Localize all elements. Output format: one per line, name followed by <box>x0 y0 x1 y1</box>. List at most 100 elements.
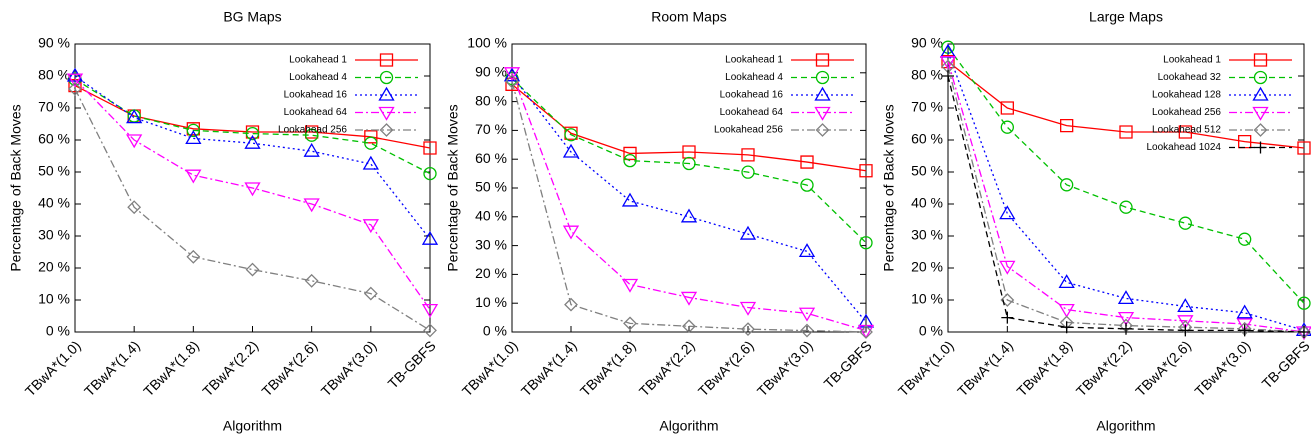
marker <box>800 178 814 192</box>
legend-label: Lookahead 512 <box>1152 125 1221 136</box>
marker <box>999 205 1016 220</box>
x-tick-label: TBwA*(2.6) <box>695 337 757 399</box>
y-tick-label: 50 % <box>911 163 943 179</box>
marker <box>503 67 521 82</box>
chart-title: Large Maps <box>1089 9 1163 25</box>
marker <box>1253 70 1268 85</box>
x-tick-label: TBwA*(1.8) <box>140 337 202 399</box>
y-tick-label: 30 % <box>911 227 943 243</box>
marker <box>623 316 637 331</box>
marker <box>1298 326 1310 338</box>
marker <box>1179 324 1192 337</box>
marker <box>66 73 84 88</box>
legend-label: Lookahead 1 <box>725 55 783 66</box>
legend-label: Lookahead 1024 <box>1146 142 1221 153</box>
marker <box>1297 296 1311 310</box>
marker <box>800 155 814 169</box>
marker <box>859 325 873 339</box>
x-axis-label: Algorithm <box>223 418 282 434</box>
x-tick-label: TBwA*(1.0) <box>22 337 84 399</box>
marker <box>421 303 439 318</box>
marker <box>126 109 143 124</box>
marker <box>814 86 831 101</box>
x-tick-label: TBwA*(1.0) <box>459 337 521 399</box>
series-line <box>74 78 431 310</box>
series-line <box>511 83 867 172</box>
y-tick-label: 40 % <box>475 208 507 224</box>
marker <box>1178 125 1192 139</box>
y-tick-label: 0 % <box>46 323 70 339</box>
y-tick-label: 10 % <box>475 294 507 310</box>
marker <box>857 313 875 328</box>
marker <box>562 143 580 158</box>
series-line <box>511 78 867 244</box>
marker <box>942 70 954 82</box>
legend-label: Lookahead 256 <box>278 125 347 136</box>
y-tick-label: 30 % <box>38 227 70 243</box>
marker <box>364 136 378 150</box>
marker <box>68 78 82 93</box>
y-tick-label: 0 % <box>919 323 943 339</box>
series-line <box>511 72 867 332</box>
y-tick-label: 60 % <box>475 150 507 166</box>
marker <box>421 230 439 245</box>
marker <box>186 123 200 138</box>
marker <box>379 53 394 67</box>
y-tick-label: 70 % <box>38 99 70 115</box>
y-tick-label: 20 % <box>38 259 70 275</box>
marker <box>741 322 755 337</box>
marker <box>680 208 698 223</box>
chart-title: Room Maps <box>651 9 726 25</box>
marker <box>1060 118 1074 133</box>
marker <box>1236 304 1253 319</box>
y-tick-label: 30 % <box>475 236 507 252</box>
marker <box>1253 53 1268 67</box>
x-tick-label: TBwA*(1.0) <box>895 337 957 399</box>
y-tick-label: 0 % <box>483 323 507 339</box>
marker <box>1000 120 1014 134</box>
series-line <box>511 75 867 323</box>
marker <box>1178 216 1192 230</box>
marker <box>126 134 143 149</box>
marker <box>1120 322 1132 335</box>
y-axis-label: Percentage of Back Moves <box>8 104 24 271</box>
marker <box>1252 106 1269 121</box>
marker <box>621 192 639 207</box>
y-tick-label: 20 % <box>911 259 943 275</box>
x-tick-label: TBwA*(3.0) <box>754 337 816 399</box>
marker <box>815 53 830 67</box>
marker <box>1238 232 1252 246</box>
marker <box>423 323 437 338</box>
marker <box>378 86 395 101</box>
marker <box>378 106 395 121</box>
marker <box>682 145 696 159</box>
marker <box>185 169 202 184</box>
marker <box>814 106 831 121</box>
marker <box>680 291 698 306</box>
marker <box>1001 311 1014 324</box>
marker <box>185 130 202 145</box>
marker <box>564 128 578 142</box>
y-tick-label: 70 % <box>475 121 507 137</box>
legend-label: Lookahead 4 <box>289 72 347 83</box>
x-tick-label: TBwA*(3.0) <box>318 337 380 399</box>
x-tick-label: TBwA*(2.2) <box>636 337 698 399</box>
marker <box>1117 290 1135 305</box>
x-tick-label: TBwA*(1.8) <box>1013 337 1075 399</box>
marker <box>1297 141 1311 155</box>
series-line <box>947 46 1305 304</box>
marker <box>1119 125 1133 139</box>
y-tick-label: 80 % <box>475 92 507 108</box>
y-tick-label: 90 % <box>38 35 70 51</box>
marker <box>741 165 755 179</box>
marker <box>1117 311 1135 326</box>
y-tick-label: 50 % <box>38 163 70 179</box>
marker <box>245 126 260 141</box>
marker <box>859 164 873 178</box>
series-line <box>947 61 1305 333</box>
y-tick-label: 50 % <box>475 179 507 195</box>
marker <box>362 219 379 234</box>
y-tick-label: 90 % <box>911 35 943 51</box>
